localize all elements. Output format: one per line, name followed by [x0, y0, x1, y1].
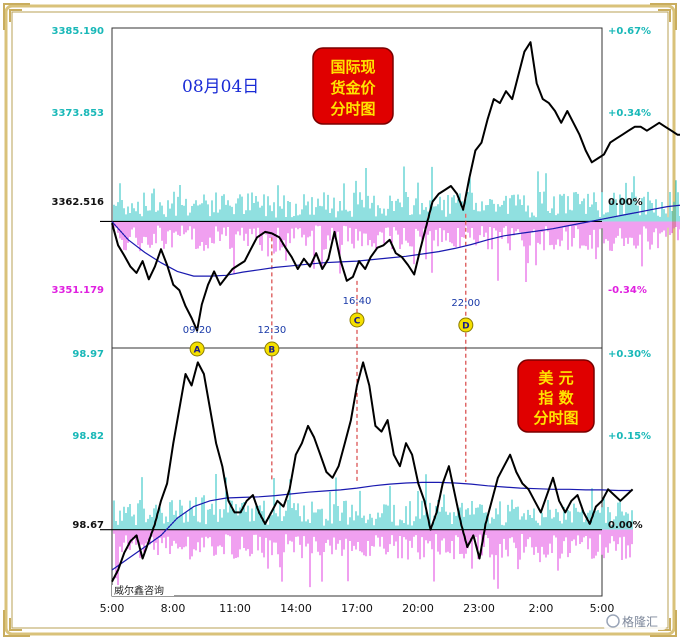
corner-ornament-tr	[650, 3, 677, 30]
event-time-label: 16:40	[343, 296, 372, 307]
brand-logo: 格隆汇	[604, 612, 666, 630]
gold-title-line: 国际现	[330, 58, 375, 76]
event-marker-circle	[264, 341, 280, 357]
x-tick-label: 23:00	[463, 602, 495, 615]
outer-frame	[4, 4, 676, 636]
dxy-ytick-right: 0.00%	[608, 520, 643, 531]
brand-icon	[606, 614, 620, 628]
dxy-volume-bars	[113, 473, 633, 589]
gold-average-line	[111, 204, 680, 277]
x-tick-label: 11:00	[219, 602, 251, 615]
dxy-ytick-right: +0.30%	[608, 349, 651, 360]
gold-ytick-left: 3385.190	[51, 26, 104, 37]
dxy-price-line	[111, 361, 634, 583]
event-marker-letter: A	[194, 346, 201, 356]
x-tick-label: 2:00	[529, 602, 554, 615]
x-tick-label: 17:00	[341, 602, 373, 615]
gold-title-line: 货金价	[330, 79, 376, 97]
dxy-title-line: 美 元	[538, 369, 573, 387]
gold-price-line	[111, 41, 680, 332]
corner-ornament-tl	[3, 3, 30, 30]
x-tick-label: 14:00	[280, 602, 312, 615]
gold-ytick-right: 0.00%	[608, 197, 643, 208]
gold-lines	[111, 41, 680, 332]
gold-volume-bars	[113, 166, 680, 282]
dxy-ytick-left: 98.97	[72, 349, 104, 360]
gold-title-line: 分时图	[330, 100, 375, 118]
dxy-title-line: 指 数	[538, 389, 574, 407]
event-marker-letter: C	[354, 317, 361, 327]
event-marker-letter: D	[462, 322, 469, 332]
watermark-bg	[112, 585, 174, 596]
corner-ornament-bl	[3, 610, 30, 637]
x-tick-label: 8:00	[161, 602, 186, 615]
event-markers: 09:20 A 12:30 B 16:40 C 22:00 D	[183, 296, 480, 357]
gold-ytick-right: -0.34%	[608, 285, 647, 296]
dxy-ytick-left: 98.67	[72, 520, 104, 531]
date-label: 08月04日	[182, 77, 259, 97]
event-marker-circle	[458, 317, 474, 333]
gold-ytick-left: 3351.179	[51, 285, 104, 296]
gold-ytick-left: 3362.516	[51, 197, 104, 208]
event-marker-circle	[189, 341, 205, 357]
event-time-label: 12:30	[257, 325, 286, 336]
event-marker-letter: B	[268, 346, 275, 356]
dxy-average-line	[111, 481, 633, 571]
x-tick-label: 5:00	[100, 602, 125, 615]
dxy-ytick-right: +0.15%	[608, 431, 651, 442]
event-time-label: 22:00	[451, 298, 480, 309]
dxy-lines	[111, 361, 634, 583]
gold-ytick-right: +0.34%	[608, 108, 651, 119]
brand-text: 格隆汇	[622, 614, 658, 629]
x-tick-label: 20:00	[402, 602, 434, 615]
event-marker-circle	[349, 312, 365, 328]
gold-ytick-left: 3373.853	[51, 108, 104, 119]
x-tick-label: 5:00	[590, 602, 615, 615]
gold-title-box: 国际现 货金价 分时图	[312, 47, 394, 125]
dxy-title-line: 分时图	[533, 409, 578, 427]
event-time-label: 09:20	[183, 325, 212, 336]
watermark-text: 威尔鑫咨询	[114, 584, 164, 597]
event-lines	[271, 213, 467, 482]
gold-ytick-right: +0.67%	[608, 26, 651, 37]
inner-frame	[11, 11, 669, 629]
dxy-ytick-left: 98.82	[72, 431, 104, 442]
dxy-title-box: 美 元 指 数 分时图	[517, 359, 595, 433]
